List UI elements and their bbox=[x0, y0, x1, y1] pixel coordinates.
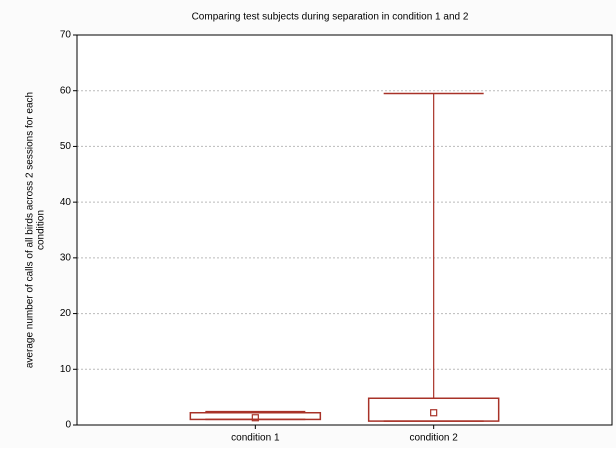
y-tick-label: 60 bbox=[60, 85, 72, 96]
y-axis-label: condition bbox=[36, 210, 47, 250]
plot-area bbox=[77, 35, 612, 425]
y-tick-label: 40 bbox=[60, 197, 72, 208]
median-marker bbox=[251, 414, 259, 422]
y-axis-label: average number of calls of all birds acr… bbox=[25, 92, 36, 368]
y-tick-label: 10 bbox=[60, 364, 72, 375]
chart-title: Comparing test subjects during separatio… bbox=[192, 12, 469, 23]
y-tick-label: 0 bbox=[65, 420, 71, 431]
y-tick-label: 50 bbox=[60, 141, 72, 152]
x-tick-label: condition 2 bbox=[409, 433, 458, 444]
box bbox=[367, 397, 500, 422]
y-tick-label: 30 bbox=[60, 252, 72, 263]
x-tick-label: condition 1 bbox=[231, 433, 280, 444]
box bbox=[189, 411, 322, 421]
plot-frame bbox=[76, 34, 613, 426]
median-marker bbox=[430, 409, 438, 417]
y-tick-label: 70 bbox=[60, 30, 72, 41]
y-tick-label: 20 bbox=[60, 308, 72, 319]
